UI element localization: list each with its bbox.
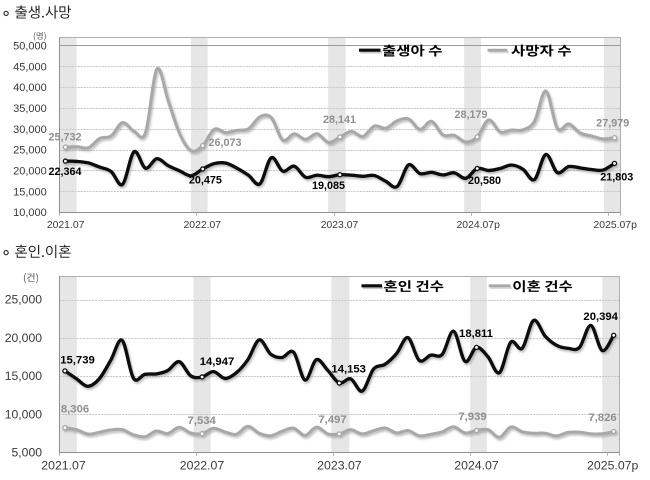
svg-text:27,979: 27,979 — [596, 117, 629, 129]
svg-text:2023.07: 2023.07 — [321, 220, 359, 231]
svg-text:7,534: 7,534 — [188, 415, 217, 427]
svg-text:22,364: 22,364 — [48, 166, 81, 178]
svg-text:19,085: 19,085 — [312, 180, 345, 192]
svg-text:20,000: 20,000 — [13, 166, 47, 178]
svg-text:26,073: 26,073 — [208, 137, 241, 149]
svg-text:45,000: 45,000 — [13, 61, 47, 73]
svg-text:50,000: 50,000 — [13, 41, 47, 53]
svg-text:2023.07: 2023.07 — [317, 459, 362, 473]
svg-text:2022.07: 2022.07 — [184, 220, 222, 231]
svg-text:30,000: 30,000 — [13, 124, 47, 136]
svg-text:14,947: 14,947 — [200, 356, 235, 368]
svg-text:2021.07: 2021.07 — [41, 459, 86, 473]
svg-text:2022.07: 2022.07 — [180, 459, 225, 473]
svg-text:28,141: 28,141 — [323, 114, 356, 126]
svg-text:20,394: 20,394 — [583, 311, 618, 323]
svg-text:10,000: 10,000 — [13, 207, 47, 219]
svg-text:25,000: 25,000 — [13, 145, 47, 157]
svg-text:2024.07p: 2024.07p — [457, 220, 501, 231]
svg-text:8,306: 8,306 — [61, 404, 89, 416]
svg-text:2025.07p: 2025.07p — [587, 459, 638, 473]
svg-text:21,803: 21,803 — [600, 172, 633, 184]
svg-text:7,497: 7,497 — [318, 414, 346, 426]
svg-text:18,811: 18,811 — [459, 328, 493, 340]
svg-text:35,000: 35,000 — [13, 103, 47, 115]
svg-text:25,000: 25,000 — [5, 293, 42, 307]
svg-text:40,000: 40,000 — [13, 82, 47, 94]
svg-text:20,475: 20,475 — [189, 175, 222, 187]
svg-text:7,939: 7,939 — [458, 411, 486, 423]
svg-text:25,732: 25,732 — [48, 132, 81, 144]
svg-text:28,179: 28,179 — [454, 109, 487, 121]
svg-text:2024.07: 2024.07 — [454, 459, 499, 473]
svg-text:20,000: 20,000 — [5, 331, 42, 345]
svg-text:10,000: 10,000 — [5, 407, 42, 421]
svg-text:15,000: 15,000 — [5, 369, 42, 383]
svg-text:15,739: 15,739 — [60, 354, 95, 366]
svg-text:14,153: 14,153 — [331, 363, 366, 375]
svg-text:5,000: 5,000 — [12, 446, 43, 460]
svg-text:2025.07p: 2025.07p — [594, 220, 638, 231]
svg-text:20,580: 20,580 — [468, 175, 501, 187]
svg-text:7,826: 7,826 — [588, 412, 616, 424]
svg-text:15,000: 15,000 — [13, 186, 47, 198]
svg-text:2021.07: 2021.07 — [47, 220, 85, 231]
